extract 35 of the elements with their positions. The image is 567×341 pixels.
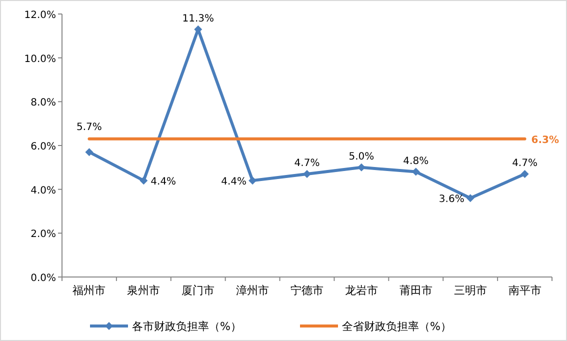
x-tick-label: 漳州市 xyxy=(236,284,270,297)
data-label: 6.3% xyxy=(531,134,559,146)
x-tick-label: 南平市 xyxy=(508,284,542,297)
x-tick-label: 泉州市 xyxy=(127,284,160,297)
data-label: 3.6% xyxy=(438,194,464,206)
point xyxy=(140,176,148,185)
point xyxy=(303,170,311,178)
y-tick-label: 4.0% xyxy=(30,185,56,196)
data-label: 4.8% xyxy=(403,156,429,167)
y-tick-label: 10.0% xyxy=(24,54,56,65)
point xyxy=(520,170,529,178)
data-label: 11.3% xyxy=(182,13,214,24)
x-tick-label: 龙岩市 xyxy=(344,284,378,297)
data-label: 4.7% xyxy=(512,158,538,169)
data-label: 5.0% xyxy=(348,151,374,162)
x-tick-label: 莆田市 xyxy=(399,284,432,297)
point xyxy=(248,176,257,185)
x-tick-label: 宁德市 xyxy=(290,284,324,297)
point xyxy=(466,194,474,202)
x-tick-label: 三明市 xyxy=(454,284,487,297)
y-tick-label: 8.0% xyxy=(30,98,56,109)
legend-label: 全省财政负担率（%） xyxy=(342,320,452,333)
y-tick-label: 6.0% xyxy=(30,142,56,152)
legend-label: 各市财政负担率（%） xyxy=(132,320,242,333)
data-label: 4.4% xyxy=(150,176,176,188)
data-label: 4.7% xyxy=(294,158,320,169)
data-label: 4.4% xyxy=(221,176,247,188)
data-label: 5.7% xyxy=(76,122,102,134)
y-tick-label: 0.0% xyxy=(30,273,56,284)
x-tick-label: 厦门市 xyxy=(182,284,215,297)
point xyxy=(85,148,94,156)
y-tick-label: 12.0% xyxy=(24,10,56,21)
point xyxy=(357,163,366,172)
y-tick-label: 2.0% xyxy=(30,229,56,240)
x-tick-label: 福州市 xyxy=(72,284,106,297)
